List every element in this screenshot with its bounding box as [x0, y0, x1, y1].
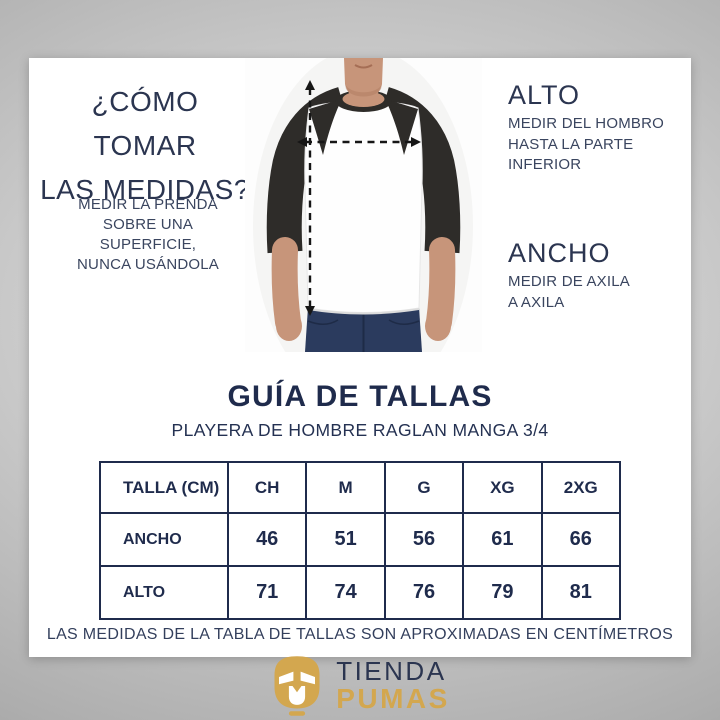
row-label: ANCHO [99, 512, 229, 567]
alto-arrow-icon [305, 80, 315, 316]
size-table-header-cell: G [383, 461, 465, 514]
table-row-alto: ALTO 71 74 76 79 81 [99, 565, 622, 620]
table-cell: 74 [305, 565, 386, 620]
size-guide-card: ¿CÓMO TOMAR LAS MEDIDAS? MEDIR LA PRENDA… [29, 58, 691, 657]
ancho-desc-line: A AXILA [508, 293, 565, 311]
ancho-arrow-icon [297, 137, 421, 147]
brand-name-tienda: TIENDA [336, 656, 447, 686]
table-cell: 51 [305, 512, 386, 567]
measuring-note-line: MEDIR LA PRENDA [78, 196, 218, 213]
right-forearm [425, 237, 456, 341]
size-table-header-cell: M [305, 461, 386, 514]
brand-name-pumas: PUMAS [336, 683, 450, 714]
size-table-header-cell: TALLA (CM) [99, 461, 229, 514]
alto-definition: ALTO MEDIR DEL HOMBRO HASTA LA PARTE INF… [508, 80, 684, 176]
table-cell: 76 [383, 565, 465, 620]
measuring-note-line: NUNCA USÁNDOLA [77, 256, 219, 273]
size-guide-subtitle: PLAYERA DE HOMBRE RAGLAN MANGA 3/4 [171, 420, 549, 440]
ancho-label: ANCHO [508, 238, 611, 268]
row-label: ALTO [99, 565, 229, 620]
alto-desc-line: MEDIR DEL HOMBRO [508, 115, 664, 132]
table-cell: 79 [462, 565, 543, 620]
size-guide-title: GUÍA DE TALLAS [227, 380, 493, 413]
size-table-header-cell: CH [226, 461, 308, 514]
size-table-header-cell: 2XG [540, 461, 622, 514]
page-title-line2: LAS MEDIDAS? [40, 174, 250, 205]
ancho-definition: ANCHO MEDIR DE AXILA A AXILA [508, 238, 684, 313]
puma-crest-icon [274, 656, 320, 716]
brand-logo: TIENDA PUMAS [0, 656, 720, 716]
table-cell: 66 [540, 512, 622, 567]
size-table-header-cell: XG [462, 461, 543, 514]
brand-name: TIENDA PUMAS [336, 656, 450, 713]
measuring-note-line: SUPERFICIE, [99, 236, 197, 253]
size-table: TALLA (CM) CH M G XG 2XG ANCHO 46 51 56 … [99, 461, 622, 620]
alto-description: MEDIR DEL HOMBRO HASTA LA PARTE INFERIOR [508, 114, 684, 176]
neck-and-chin [344, 58, 383, 103]
left-forearm [271, 237, 302, 341]
jeans [305, 302, 422, 352]
measuring-note-line: SOBRE UNA [102, 216, 194, 233]
raglan-shoulder-panels [309, 99, 418, 155]
alto-desc-line: INFERIOR [508, 156, 582, 173]
table-cell: 46 [226, 512, 308, 567]
alto-label: ALTO [508, 80, 581, 110]
ancho-description: MEDIR DE AXILA A AXILA [508, 272, 684, 313]
table-footnote: LAS MEDIDAS DE LA TABLA DE TALLAS SON AP… [46, 626, 674, 643]
table-row-ancho: ANCHO 46 51 56 61 66 [99, 512, 622, 567]
measuring-note: MEDIR LA PRENDA SOBRE UNA SUPERFICIE, NU… [59, 195, 237, 275]
table-cell: 71 [226, 565, 308, 620]
model-photo [245, 58, 482, 352]
ancho-desc-line: MEDIR DE AXILA [508, 273, 631, 290]
page-title-line1: ¿CÓMO TOMAR [91, 86, 199, 161]
table-cell: 56 [383, 512, 465, 567]
table-cell: 81 [540, 565, 622, 620]
size-table-header-row: TALLA (CM) CH M G XG 2XG [99, 461, 622, 514]
alto-desc-line: HASTA LA PARTE [508, 135, 634, 153]
page-title: ¿CÓMO TOMAR LAS MEDIDAS? [37, 80, 253, 212]
table-cell: 61 [462, 512, 543, 567]
